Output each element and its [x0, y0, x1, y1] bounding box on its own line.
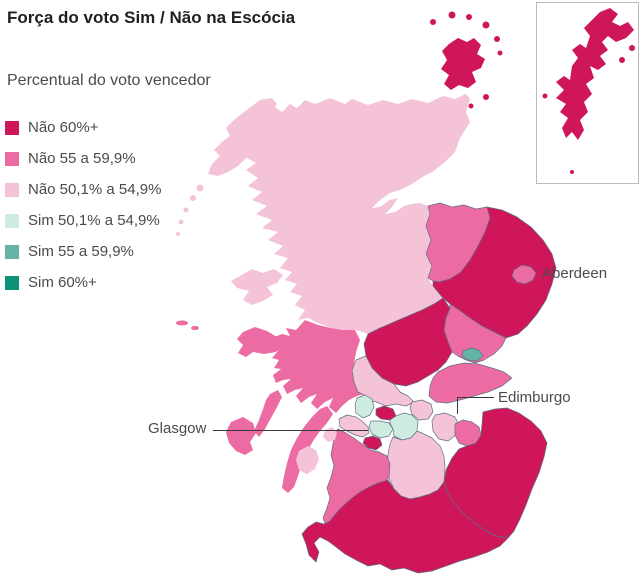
region-skye — [231, 269, 283, 305]
legend-swatch-sim_50 — [5, 214, 19, 228]
region-dumfries-galloway — [301, 479, 509, 574]
legend-swatch-nao_50 — [5, 183, 19, 197]
subtitle: Percentual do voto vencedor — [7, 72, 211, 89]
edinburgh-leader-line — [457, 397, 494, 414]
label-edinburgh: Edimburgo — [498, 389, 571, 406]
legend-label-sim_50: Sim 50,1% a 54,9% — [28, 212, 160, 229]
region-falkirk — [409, 399, 434, 421]
region-renfrewshire — [338, 414, 370, 438]
legend-row-sim_50: Sim 50,1% a 54,9% — [5, 212, 161, 229]
region-highland — [242, 94, 470, 334]
region-arran — [296, 446, 319, 474]
legend-swatch-sim_60 — [5, 276, 19, 290]
legend-swatch-nao_60 — [5, 121, 19, 135]
region-aberdeen-city — [511, 264, 537, 285]
region-fife — [428, 362, 513, 404]
region-east-renfrewshire — [362, 435, 383, 451]
region-stirling — [351, 355, 415, 407]
legend-row-nao_60: Não 60%+ — [5, 119, 161, 136]
legend-row-nao_55: Não 55 a 59,9% — [5, 150, 161, 167]
legend-row-sim_60: Sim 60%+ — [5, 274, 161, 291]
region-bute — [323, 427, 337, 442]
region-south-lanarkshire — [386, 430, 446, 500]
legend-label-sim_60: Sim 60%+ — [28, 274, 97, 291]
region-orkney — [430, 11, 503, 109]
page-title: Força do voto Sim / Não na Escócia — [7, 8, 296, 27]
region-outer-hebrides-islets — [176, 184, 204, 236]
legend-label-nao_50: Não 50,1% a 54,9% — [28, 181, 162, 198]
legend: Não 60%+ Não 55 a 59,9% Não 50,1% a 54,9% S… — [5, 119, 162, 307]
label-glasgow: Glasgow — [148, 420, 207, 437]
region-argyll-bute — [226, 320, 364, 493]
bordered-regions — [301, 202, 557, 574]
region-shetland — [542, 8, 635, 174]
legend-row-sim_55: Sim 55 a 59,9% — [5, 243, 161, 260]
label-aberdeen: Aberdeen — [542, 265, 608, 282]
region-west-dunbartonshire — [354, 394, 375, 419]
legend-label-nao_60: Não 60%+ — [28, 119, 99, 136]
legend-label-nao_55: Não 55 a 59,9% — [28, 150, 136, 167]
region-west-lothian — [431, 412, 460, 442]
region-dundee — [461, 347, 484, 362]
legend-row-nao_50: Não 50,1% a 54,9% — [5, 181, 162, 198]
region-outer-hebrides — [208, 98, 277, 176]
region-tiree-coll — [176, 320, 199, 330]
region-glasgow — [368, 420, 394, 439]
legend-swatch-sim_55 — [5, 245, 19, 259]
legend-swatch-nao_55 — [5, 152, 19, 166]
legend-label-sim_55: Sim 55 a 59,9% — [28, 243, 134, 260]
